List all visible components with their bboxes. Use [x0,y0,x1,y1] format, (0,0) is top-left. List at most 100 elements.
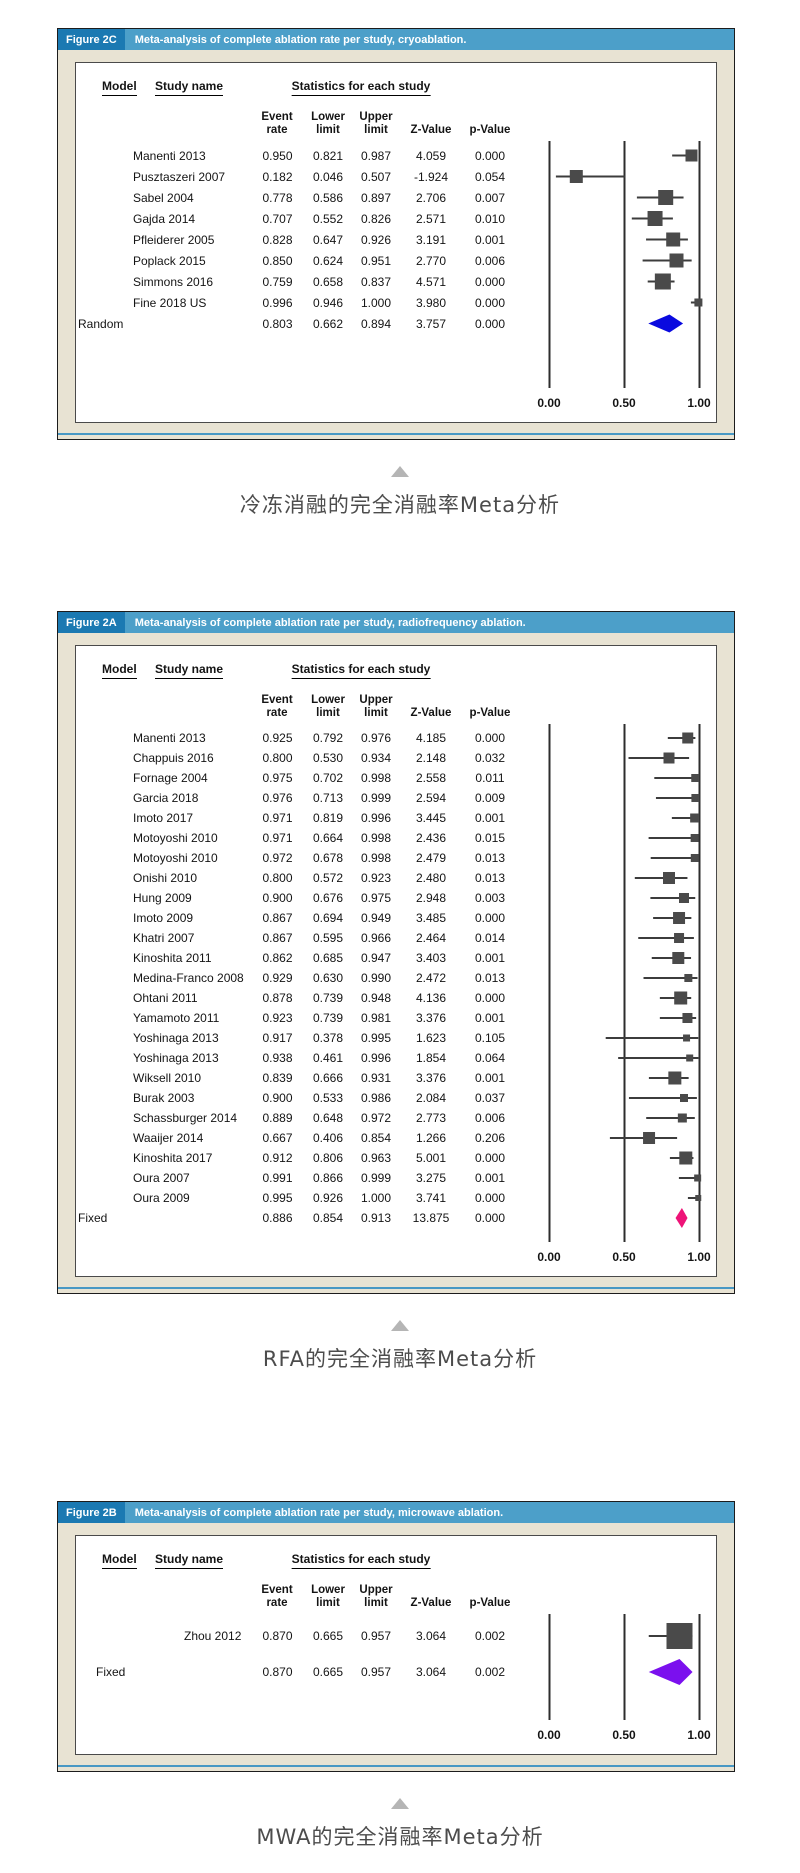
lower-limit: 0.533 [312,1091,344,1105]
study-name: Imoto 2017 [133,811,194,825]
study-row: Sabel 2004 0.778 0.586 0.897 2.706 0.007 [76,187,718,208]
column-headers: Event rate Lower limit Upper limit Z-Value p-Va… [76,1578,716,1612]
p-value: 0.001 [474,1171,506,1185]
z-value: 3.445 [415,811,447,825]
study-name: Garcia 2018 [133,791,199,805]
z-value: 3.485 [415,911,447,925]
upper-limit: 0.507 [360,169,392,184]
figure-panel-microwave: Figure 2B Meta-analysis of complete abla… [57,1501,735,1772]
study-row: Khatri 2007 0.867 0.595 0.966 2.464 0.014 [76,928,718,948]
lower-limit: 0.406 [312,1131,344,1145]
z-value: 2.773 [415,1111,447,1125]
p-value: 0.013 [474,851,506,865]
p-value: 0.000 [474,1151,506,1165]
z-value: 1.266 [415,1131,447,1145]
x-axis-labels: 0.00 0.50 1.00 [76,1728,716,1750]
study-name: Medina-Franco 2008 [133,971,244,985]
event-rate: 0.996 [262,295,293,310]
bottom-rule [58,1287,734,1289]
p-value: 0.000 [474,1191,506,1205]
event-rate: 0.878 [262,991,293,1005]
z-value: 2.436 [415,831,447,845]
study-row: Gajda 2014 0.707 0.552 0.826 2.571 0.010 [76,208,718,229]
header-model: Model [102,1552,137,1569]
axis-tick-label: 0.50 [612,1728,636,1742]
plot-box: Model Study name Statistics for each stu… [75,62,717,423]
lower-limit: 0.665 [312,1665,344,1679]
p-value: 0.003 [474,891,506,905]
event-rate: 0.778 [262,190,293,205]
study-row: Kinoshita 2011 0.862 0.685 0.947 3.403 0.001 [76,948,718,968]
p-value: 0.009 [474,791,506,805]
study-row: Yoshinaga 2013 0.938 0.461 0.996 1.854 0.064 [76,1048,718,1068]
study-row: Waaijer 2014 0.667 0.406 0.854 1.266 0.206 [76,1128,718,1148]
column-header: p-Value [469,1596,511,1609]
event-rate: 0.800 [262,871,293,885]
study-name: Waaijer 2014 [133,1131,204,1145]
upper-limit: 0.981 [360,1011,392,1025]
upper-limit: 0.990 [360,971,392,985]
lower-limit: 0.530 [312,751,344,765]
lower-limit: 0.658 [312,274,344,289]
x-axis-labels: 0.00 0.50 1.00 [76,1250,716,1272]
lower-limit: 0.461 [312,1051,344,1065]
study-row: Hung 2009 0.900 0.676 0.975 2.948 0.003 [76,888,718,908]
upper-limit: 0.996 [360,811,392,825]
z-value: -1.924 [413,169,449,184]
study-name: Onishi 2010 [133,871,198,885]
z-value: 2.479 [415,851,447,865]
z-value: 3.741 [415,1191,447,1205]
upper-limit: 0.949 [360,911,392,925]
column-header: Z-Value [410,1596,452,1609]
upper-limit: 0.826 [360,211,392,226]
upper-limit: 1.000 [360,295,392,310]
study-name: Schassburger 2014 [133,1111,238,1125]
study-row: Chappuis 2016 0.800 0.530 0.934 2.148 0.032 [76,748,718,768]
study-name: Sabel 2004 [133,190,194,205]
p-value: 0.007 [474,190,506,205]
event-rate: 0.925 [262,731,293,745]
p-value: 0.000 [474,1211,506,1225]
z-value: 2.948 [415,891,447,905]
upper-limit: 0.995 [360,1031,392,1045]
study-name: Manenti 2013 [133,148,206,163]
column-header: Upper limit [359,693,393,719]
figure-caption: MWA的完全消融率Meta分析 [256,1825,544,1849]
study-row: Onishi 2010 0.800 0.572 0.923 2.480 0.013 [76,868,718,888]
p-value: 0.054 [474,169,506,184]
p-value: 0.010 [474,211,506,226]
event-rate: 0.975 [262,771,293,785]
upper-limit: 0.948 [360,991,392,1005]
axis-tick-label: 0.00 [537,1728,561,1742]
z-value: 4.136 [415,991,447,1005]
lower-limit: 0.739 [312,991,344,1005]
x-axis-labels: 0.00 0.50 1.00 [76,396,716,418]
panel-body: Model Study name Statistics for each stu… [58,633,734,1287]
study-name: Oura 2007 [133,1171,190,1185]
upper-limit: 0.837 [360,274,392,289]
table-header: Model Study name Statistics for each stu… [76,662,716,680]
study-name: Pusztaszeri 2007 [133,169,226,184]
figure-title-bar: Figure 2B Meta-analysis of complete abla… [58,1502,734,1523]
figure-title-bar: Figure 2A Meta-analysis of complete abla… [58,612,734,633]
z-value: 4.185 [415,731,447,745]
event-rate: 0.862 [262,951,293,965]
upper-limit: 0.931 [360,1071,392,1085]
event-rate: 0.759 [262,274,293,289]
caption-block: 冷冻消融的完全消融率Meta分析 [0,466,800,519]
event-rate: 0.900 [262,891,293,905]
z-value: 1.623 [415,1031,447,1045]
model-cell: Random [78,316,124,331]
header-study-name: Study name [155,79,224,96]
up-triangle-icon [391,1798,409,1809]
study-name: Chappuis 2016 [133,751,214,765]
study-name: Kinoshita 2011 [133,951,212,965]
p-value: 0.000 [474,295,506,310]
lower-limit: 0.702 [312,771,344,785]
study-row: Motoyoshi 2010 0.971 0.664 0.998 2.436 0.015 [76,828,718,848]
column-headers: Event rate Lower limit Upper limit Z-Value p-Va… [76,688,716,722]
study-row: Yamamoto 2011 0.923 0.739 0.981 3.376 0.001 [76,1008,718,1028]
study-row: Garcia 2018 0.976 0.713 0.999 2.594 0.009 [76,788,718,808]
p-value: 0.013 [474,871,506,885]
study-name: Pfleiderer 2005 [133,232,215,247]
